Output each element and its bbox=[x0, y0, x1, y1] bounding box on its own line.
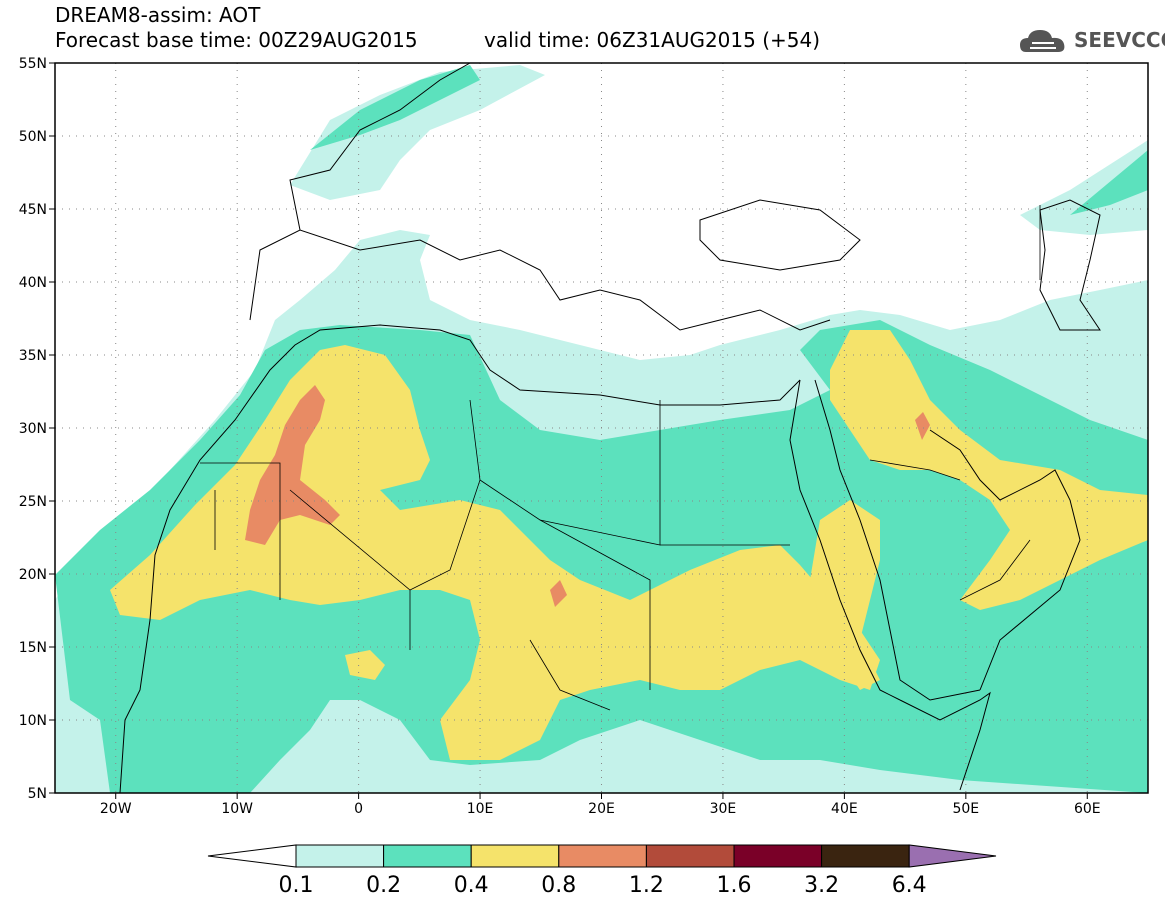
aot-band-02-north bbox=[310, 65, 480, 150]
map-title: DREAM8-assim: AOT bbox=[55, 3, 261, 27]
coast-red-sea-east bbox=[814, 379, 981, 701]
lon-label: 40E bbox=[831, 801, 858, 817]
lat-label: 55N bbox=[19, 56, 47, 72]
valid-time: valid time: 06Z31AUG2015 (+54) bbox=[484, 28, 821, 52]
aot-band-01-east bbox=[1020, 140, 1148, 235]
colorbar-segment bbox=[558, 844, 647, 868]
lat-label: 15N bbox=[19, 640, 47, 656]
lon-label: 10E bbox=[467, 801, 494, 817]
lon-label: 0 bbox=[354, 801, 363, 817]
aot-band-04-redsea bbox=[810, 500, 880, 690]
lon-label: 20W bbox=[100, 801, 132, 817]
lon-label: 30E bbox=[710, 801, 737, 817]
colorbar-label: 1.2 bbox=[629, 873, 664, 898]
map-frame bbox=[54, 62, 1149, 794]
longitude-labels: 20W 10W 0 10E 20E 30E 40E 50E 60E bbox=[100, 801, 1101, 817]
colorbar-segment bbox=[383, 844, 472, 868]
cloud-logo-icon bbox=[1020, 30, 1065, 52]
colorbar: 0.1 0.2 0.4 0.8 1.2 1.6 3.2 6.4 bbox=[207, 844, 997, 898]
coast-horn-africa bbox=[899, 691, 991, 791]
colorbar-high-arrow bbox=[908, 844, 997, 868]
lat-label: 40N bbox=[19, 275, 47, 291]
logo-text: SEEVCCC bbox=[1074, 28, 1165, 52]
aot-band-04-east bbox=[830, 330, 1148, 610]
colorbar-label: 0.4 bbox=[454, 873, 489, 898]
colorbar-segment bbox=[733, 844, 823, 868]
colorbar-low-arrow bbox=[207, 844, 297, 868]
lon-label: 60E bbox=[1074, 801, 1101, 817]
coast-europe-south bbox=[249, 229, 831, 331]
aot-band-08-central bbox=[550, 580, 567, 607]
colorbar-label: 0.8 bbox=[541, 873, 576, 898]
aot-band-08-west bbox=[245, 385, 340, 545]
colorbar-segment bbox=[645, 844, 735, 868]
lat-label: 45N bbox=[19, 202, 47, 218]
aot-band-04-small bbox=[345, 650, 385, 680]
coastlines bbox=[119, 63, 1101, 793]
latitude-labels: 55N 50N 45N 40N 35N 30N 25N 20N 15N 10N 5N bbox=[19, 56, 47, 802]
coast-black-sea bbox=[699, 199, 861, 271]
coast-red-sea-west bbox=[789, 379, 901, 701]
coast-africa-north bbox=[119, 324, 801, 793]
lat-label: 5N bbox=[28, 786, 47, 802]
lat-label: 30N bbox=[19, 421, 47, 437]
lon-label: 50E bbox=[952, 801, 979, 817]
colorbar-label: 3.2 bbox=[804, 873, 839, 898]
colorbar-label: 1.6 bbox=[717, 873, 752, 898]
coast-gulf bbox=[929, 429, 1081, 691]
colorbar-segment bbox=[295, 844, 385, 868]
coast-caspian bbox=[1039, 199, 1101, 331]
lat-lon-grid bbox=[49, 62, 1148, 799]
aot-band-01-north bbox=[290, 65, 545, 200]
lat-label: 35N bbox=[19, 348, 47, 364]
aot-band-08-east bbox=[915, 412, 930, 440]
colorbar-label: 0.1 bbox=[279, 873, 314, 898]
country-borders bbox=[200, 205, 1041, 711]
lat-label: 10N bbox=[19, 713, 47, 729]
colorbar-segment bbox=[470, 844, 560, 868]
lat-label: 50N bbox=[19, 129, 47, 145]
aot-band-02-east bbox=[1070, 150, 1148, 215]
forecast-base-time: Forecast base time: 00Z29AUG2015 bbox=[55, 28, 418, 52]
colorbar-segment bbox=[821, 844, 910, 868]
lat-label: 20N bbox=[19, 567, 47, 583]
coast-europe-west bbox=[289, 63, 471, 231]
colorbar-label: 6.4 bbox=[892, 873, 927, 898]
lon-label: 10W bbox=[221, 801, 253, 817]
lon-label: 20E bbox=[588, 801, 615, 817]
colorbar-label: 0.2 bbox=[366, 873, 401, 898]
aot-contours bbox=[55, 65, 1148, 793]
lat-label: 25N bbox=[19, 494, 47, 510]
